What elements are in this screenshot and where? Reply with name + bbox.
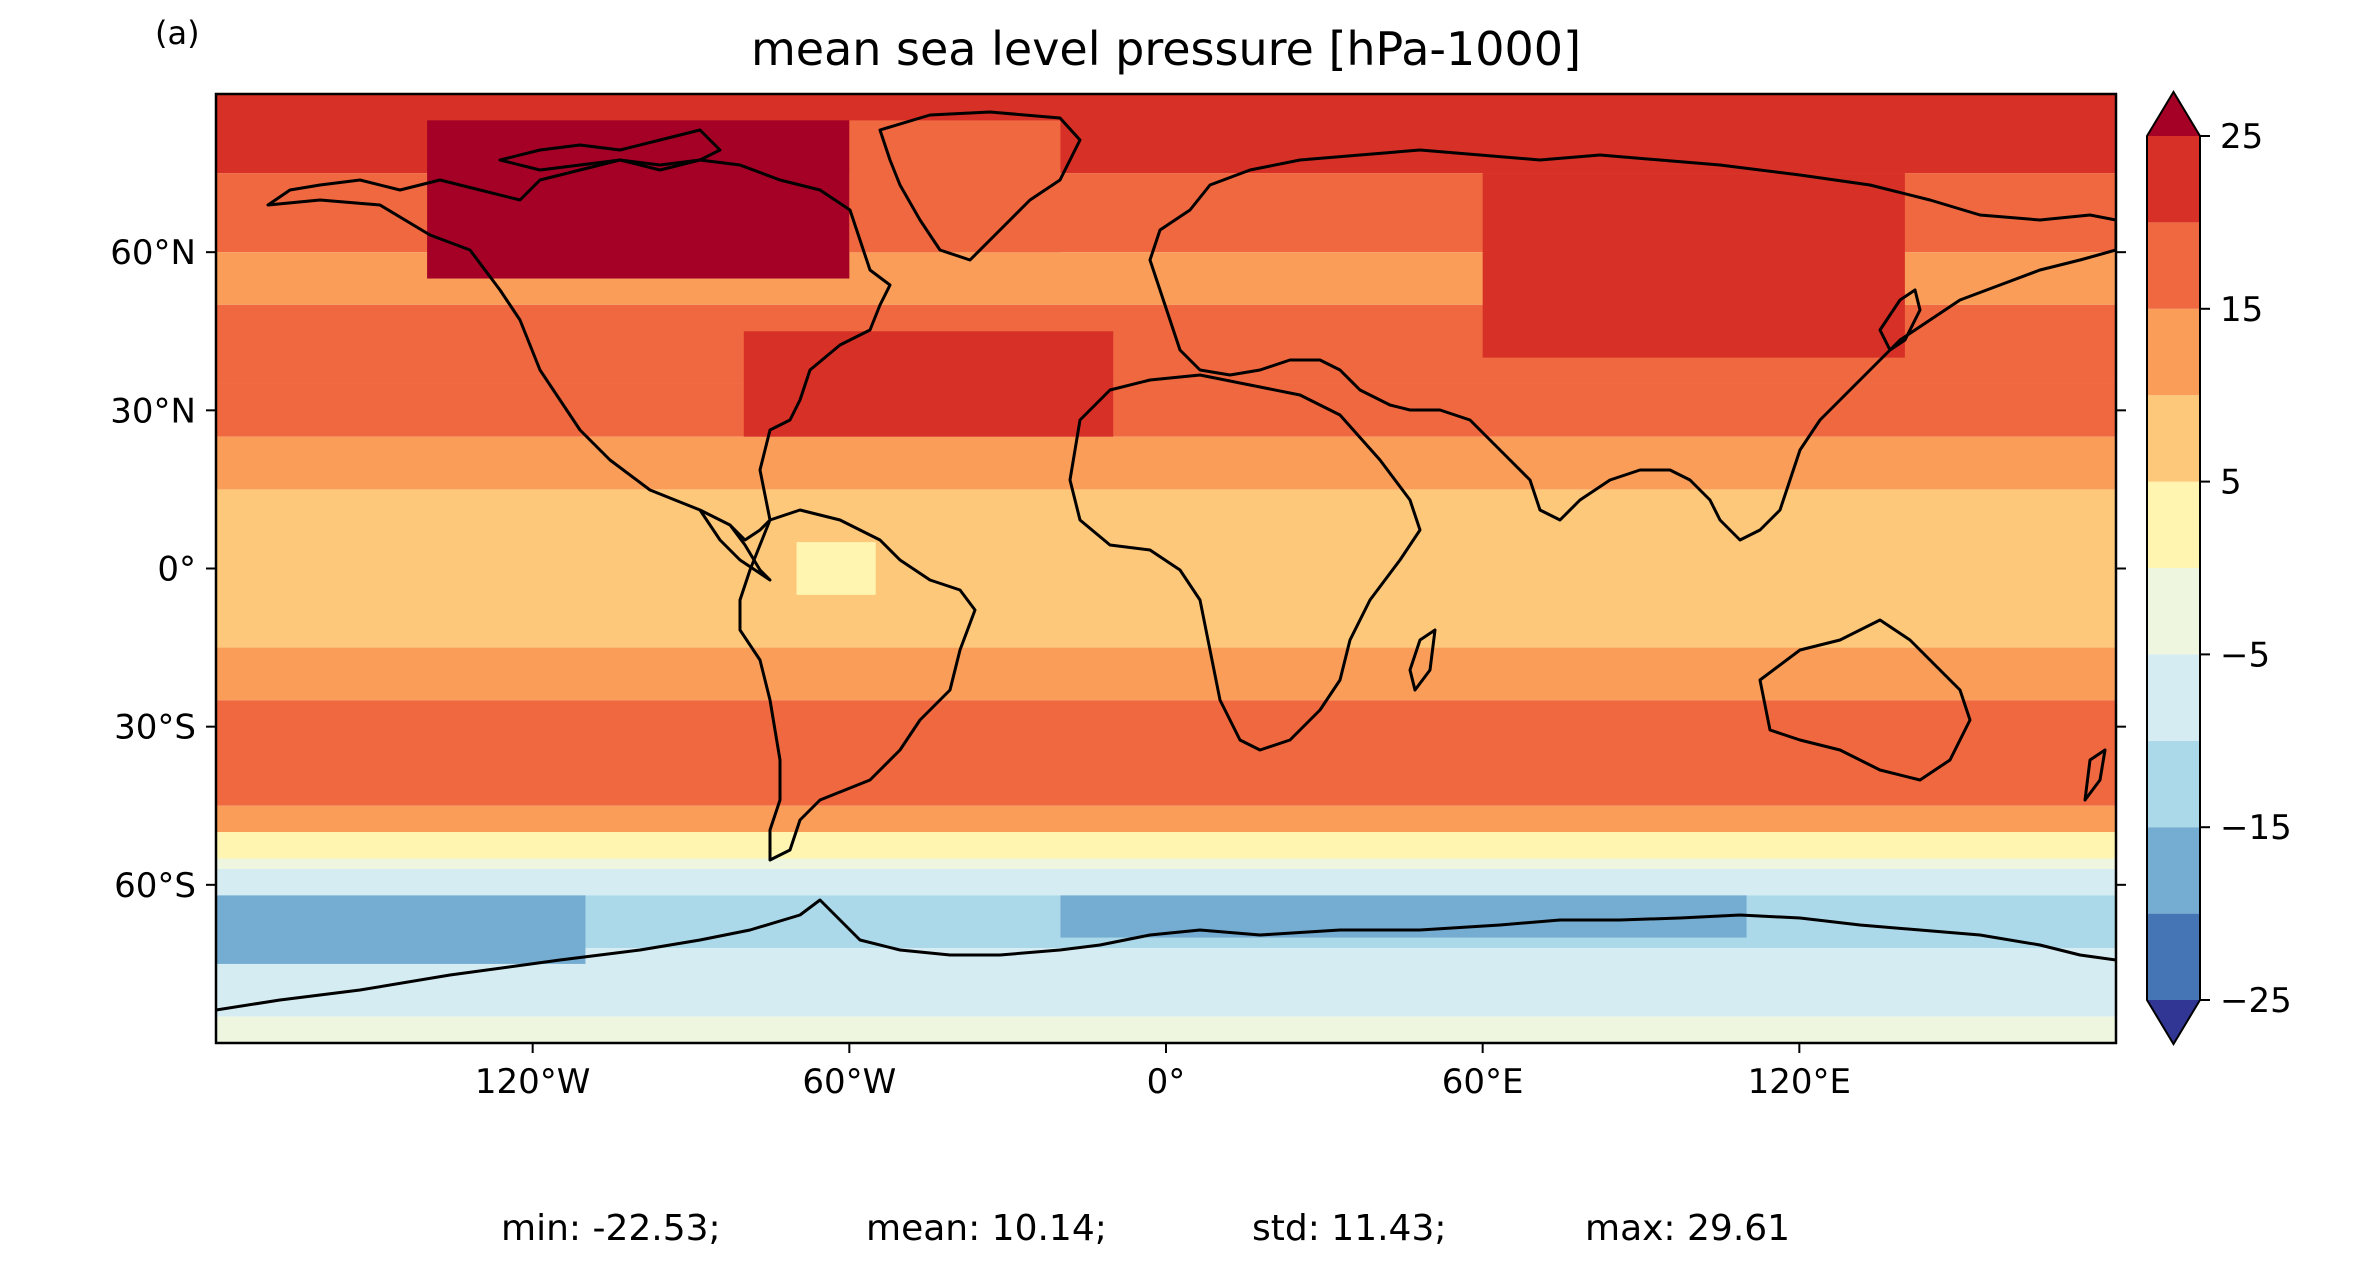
axis-ticks: 60°N 30°N 0° 30°S 60°S 120°W 60°W 0° 60°E 120°E: [110, 233, 2126, 1102]
lon-tick-label: 0°: [1147, 1062, 1186, 1102]
lon-tick-label: 120°E: [1748, 1062, 1851, 1102]
field-band-7: [216, 647, 2116, 701]
coastline-australia: [1758, 618, 1972, 782]
field-band-6: [216, 489, 2116, 648]
coastline-europe-asia: [1148, 148, 2116, 542]
field-band-4: [216, 383, 2116, 437]
coastline-arctic-islands: [498, 128, 722, 172]
colorbar-segment-4: [2147, 568, 2200, 655]
colorbar-segment-8: [2147, 222, 2200, 309]
lon-tick-label: 60°E: [1442, 1062, 1524, 1102]
colorbar-tick-label: −15: [2220, 808, 2292, 848]
lat-tick-label: 60°S: [114, 866, 196, 906]
colorbar: [2146, 90, 2201, 1046]
colorbar-segment-1: [2147, 827, 2200, 914]
lat-tick-label: 60°N: [110, 233, 196, 273]
field-region-4: [796, 542, 876, 595]
statistics: min: -22.53; mean: 10.14; std: 11.43; ma…: [501, 1208, 1790, 1249]
pressure-field: [216, 94, 2116, 1043]
lon-tick-label: 60°W: [802, 1062, 896, 1102]
panel-label: (a): [155, 14, 200, 52]
colorbar-segment-6: [2147, 395, 2200, 482]
field-region-5: [216, 895, 586, 964]
coastlines: [216, 110, 2116, 1012]
field-band-15: [216, 1016, 2116, 1043]
field-region-1: [849, 120, 1061, 253]
coastline-africa: [1068, 373, 1422, 752]
field-band-11: [216, 858, 2116, 870]
colorbar-tick-label: −25: [2220, 981, 2292, 1021]
field-band-8: [216, 700, 2116, 806]
lon-tick-label: 120°W: [475, 1062, 591, 1102]
colorbar-tick-label: 5: [2220, 463, 2242, 503]
coastline-south-america: [738, 508, 977, 862]
coastline-central-america: [698, 509, 772, 582]
stat-max: max: 29.61: [1585, 1208, 1790, 1249]
coastline-antarctica: [216, 898, 2116, 1012]
colorbar-over-arrow: [2147, 92, 2200, 136]
colorbar-under-arrow: [2147, 1000, 2200, 1044]
map-title: mean sea level pressure [hPa-1000]: [751, 22, 1581, 76]
colorbar-segment-9: [2147, 136, 2200, 223]
field-region-3: [743, 331, 1114, 437]
colorbar-segment-5: [2147, 481, 2200, 568]
coastline-north-america: [266, 158, 892, 542]
colorbar-segment-3: [2147, 654, 2200, 741]
lat-tick-label: 30°N: [110, 391, 196, 431]
field-region-2: [1482, 173, 1905, 358]
map-area: [216, 94, 2116, 1043]
stat-std: std: 11.43;: [1252, 1208, 1446, 1249]
colorbar-tick-label: 25: [2220, 117, 2263, 157]
colorbar-ticks: 25 15 5 −5 −15 −25: [2200, 117, 2292, 1021]
lat-tick-label: 0°: [157, 550, 196, 590]
field-band-10: [216, 832, 2116, 859]
coastline-new-zealand: [2083, 748, 2107, 802]
coastline-japan: [1878, 288, 1922, 352]
colorbar-tick-label: −5: [2220, 635, 2270, 675]
lat-tick-label: 30°S: [114, 708, 196, 748]
colorbar-segment-2: [2147, 740, 2200, 828]
stat-min: min: -22.53;: [501, 1208, 721, 1249]
coastline-greenland: [878, 110, 1082, 262]
field-band-9: [216, 805, 2116, 833]
field-band-5: [216, 436, 2116, 490]
colorbar-tick-label: 15: [2220, 290, 2263, 330]
coastline-madagascar: [1408, 628, 1437, 692]
stat-mean: mean: 10.14;: [866, 1208, 1107, 1249]
colorbar-segment-7: [2147, 308, 2200, 396]
colorbar-segment-0: [2147, 913, 2200, 1000]
field-band-12: [216, 869, 2116, 896]
